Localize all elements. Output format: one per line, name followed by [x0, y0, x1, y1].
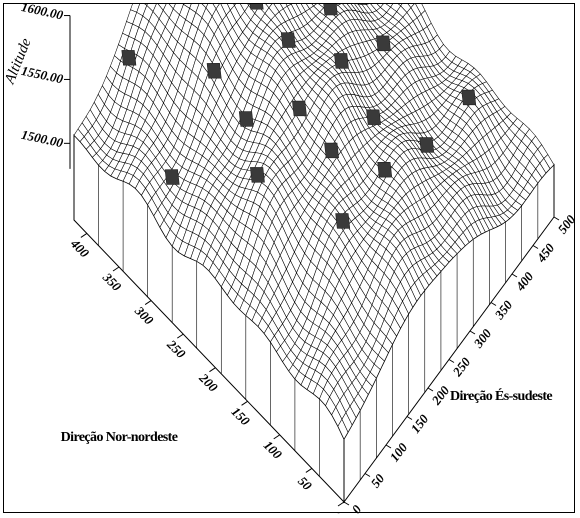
x-tick [241, 400, 248, 406]
x-tick-label: 0 [330, 509, 346, 514]
y-tick [364, 473, 371, 477]
x-tick-label: 350 [99, 269, 124, 294]
sample-point [376, 35, 391, 52]
surface-plot: 1500.001550.001600.00Altitude05010015020… [4, 4, 576, 514]
x-tick-label: 400 [67, 235, 92, 260]
sample-markers [121, 4, 477, 229]
y-tick-label: 150 [408, 411, 432, 436]
sample-point [334, 53, 349, 69]
x-axis-title: Direção Nor-nordeste [61, 430, 178, 445]
x-tick-label: 250 [164, 336, 189, 361]
x-tick [273, 434, 280, 440]
surface-mesh [73, 4, 555, 504]
sample-point [250, 167, 265, 183]
sample-point [292, 100, 307, 117]
sample-point [164, 169, 180, 185]
y-tick [490, 302, 497, 306]
z-tick-label: 1550.00 [20, 63, 65, 87]
sample-point [249, 4, 264, 10]
x-tick [112, 266, 120, 272]
sample-point [461, 89, 477, 106]
y-tick-label: 400 [512, 269, 537, 295]
y-tick [553, 216, 560, 221]
sample-point [238, 111, 254, 127]
y-tick [406, 416, 413, 420]
y-tick [385, 444, 392, 449]
x-tick [209, 367, 216, 373]
y-tick [343, 501, 350, 506]
x-tick [144, 300, 152, 305]
sample-point [280, 32, 296, 48]
sample-point [377, 162, 393, 178]
sample-point [121, 50, 137, 66]
y-tick-label: 50 [368, 471, 388, 491]
z-tick-label: 1500.00 [20, 127, 65, 151]
sample-point [419, 137, 435, 153]
y-tick-label: 450 [533, 240, 558, 266]
y-tick-label: 100 [387, 440, 411, 465]
y-tick [469, 330, 476, 335]
sample-point [366, 109, 381, 125]
x-tick [305, 468, 313, 473]
x-tick [80, 233, 88, 238]
y-tick-label: 300 [470, 326, 495, 352]
x-tick-label: 50 [295, 473, 315, 493]
y-tick [511, 273, 518, 278]
y-tick [448, 359, 455, 363]
chart-frame: 1500.001550.001600.00Altitude05010015020… [3, 3, 576, 514]
y-tick [427, 387, 434, 392]
mesh-cell [337, 419, 349, 440]
sample-point [335, 213, 351, 229]
x-tick [177, 333, 184, 339]
sample-point [206, 63, 222, 79]
x-tick-label: 100 [261, 437, 286, 462]
y-tick-label: 250 [449, 354, 474, 380]
y-axis-title: Direção És-sudeste [450, 387, 552, 404]
sample-point [323, 4, 338, 16]
y-tick-label: 0 [349, 502, 365, 514]
x-tick-label: 200 [196, 370, 221, 395]
x-tick [337, 501, 345, 507]
x-tick-label: 150 [229, 404, 254, 429]
y-tick [532, 245, 539, 249]
y-tick-label: 350 [491, 297, 516, 323]
sample-point [324, 142, 339, 159]
x-tick-label: 300 [131, 302, 156, 327]
z-tick-label: 1600.00 [20, 4, 65, 23]
y-tick-label: 500 [555, 212, 576, 237]
